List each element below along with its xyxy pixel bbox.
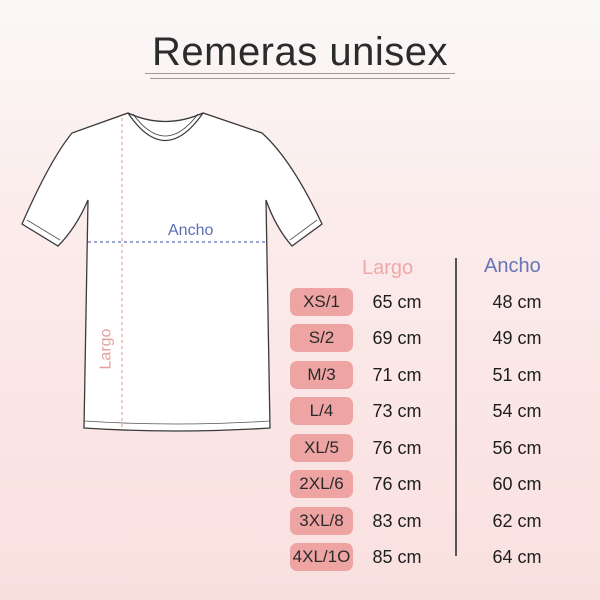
tshirt-outline xyxy=(21,112,323,432)
largo-value: 85 cm xyxy=(372,547,422,567)
hem-line xyxy=(84,420,271,425)
ancho-value: 49 cm xyxy=(492,328,542,348)
table-row: 3XL/8 83 cm 62 cm xyxy=(0,507,600,537)
title-underline xyxy=(145,73,455,74)
header-ancho: Ancho xyxy=(484,255,541,277)
size-badge: S/2 xyxy=(290,324,353,352)
size-badge: 2XL/6 xyxy=(290,470,353,498)
largo-value: 73 cm xyxy=(372,401,422,421)
largo-value: 83 cm xyxy=(372,511,422,531)
title-underline-2 xyxy=(150,78,450,79)
sleeve-seam-left xyxy=(26,219,61,241)
width-label: Ancho xyxy=(168,222,214,239)
column-divider xyxy=(455,258,457,556)
largo-value: 76 cm xyxy=(372,438,422,458)
table-row: XL/5 76 cm 56 cm xyxy=(0,434,600,464)
ancho-value: 56 cm xyxy=(492,438,542,458)
ancho-value: 60 cm xyxy=(492,474,542,494)
collar-inner xyxy=(132,113,199,137)
size-badge: 4XL/1O xyxy=(290,543,353,571)
collar xyxy=(127,112,204,141)
ancho-value: 62 cm xyxy=(492,511,542,531)
table-row: 4XL/1O 85 cm 64 cm xyxy=(0,543,600,573)
size-badge: 3XL/8 xyxy=(290,507,353,535)
largo-value: 76 cm xyxy=(372,474,422,494)
page-title: Remeras unisex xyxy=(151,30,448,74)
table-row: L/4 73 cm 54 cm xyxy=(0,397,600,427)
size-badge: XS/1 xyxy=(290,288,353,316)
table-row: M/3 71 cm 51 cm xyxy=(0,361,600,391)
ancho-value: 54 cm xyxy=(492,401,542,421)
ancho-value: 48 cm xyxy=(492,292,542,312)
ancho-value: 64 cm xyxy=(492,547,542,567)
table-row: S/2 69 cm 49 cm xyxy=(0,324,600,354)
largo-value: 65 cm xyxy=(372,292,422,312)
largo-value: 71 cm xyxy=(372,365,422,385)
ancho-value: 51 cm xyxy=(492,365,542,385)
size-badge: L/4 xyxy=(290,397,353,425)
size-badge: XL/5 xyxy=(290,434,353,462)
table-row: XS/1 65 cm 48 cm xyxy=(0,288,600,318)
largo-value: 69 cm xyxy=(372,328,422,348)
header-largo: Largo xyxy=(362,257,414,279)
size-badge: M/3 xyxy=(290,361,353,389)
table-row: 2XL/6 76 cm 60 cm xyxy=(0,470,600,500)
sleeve-seam-right xyxy=(289,219,318,241)
